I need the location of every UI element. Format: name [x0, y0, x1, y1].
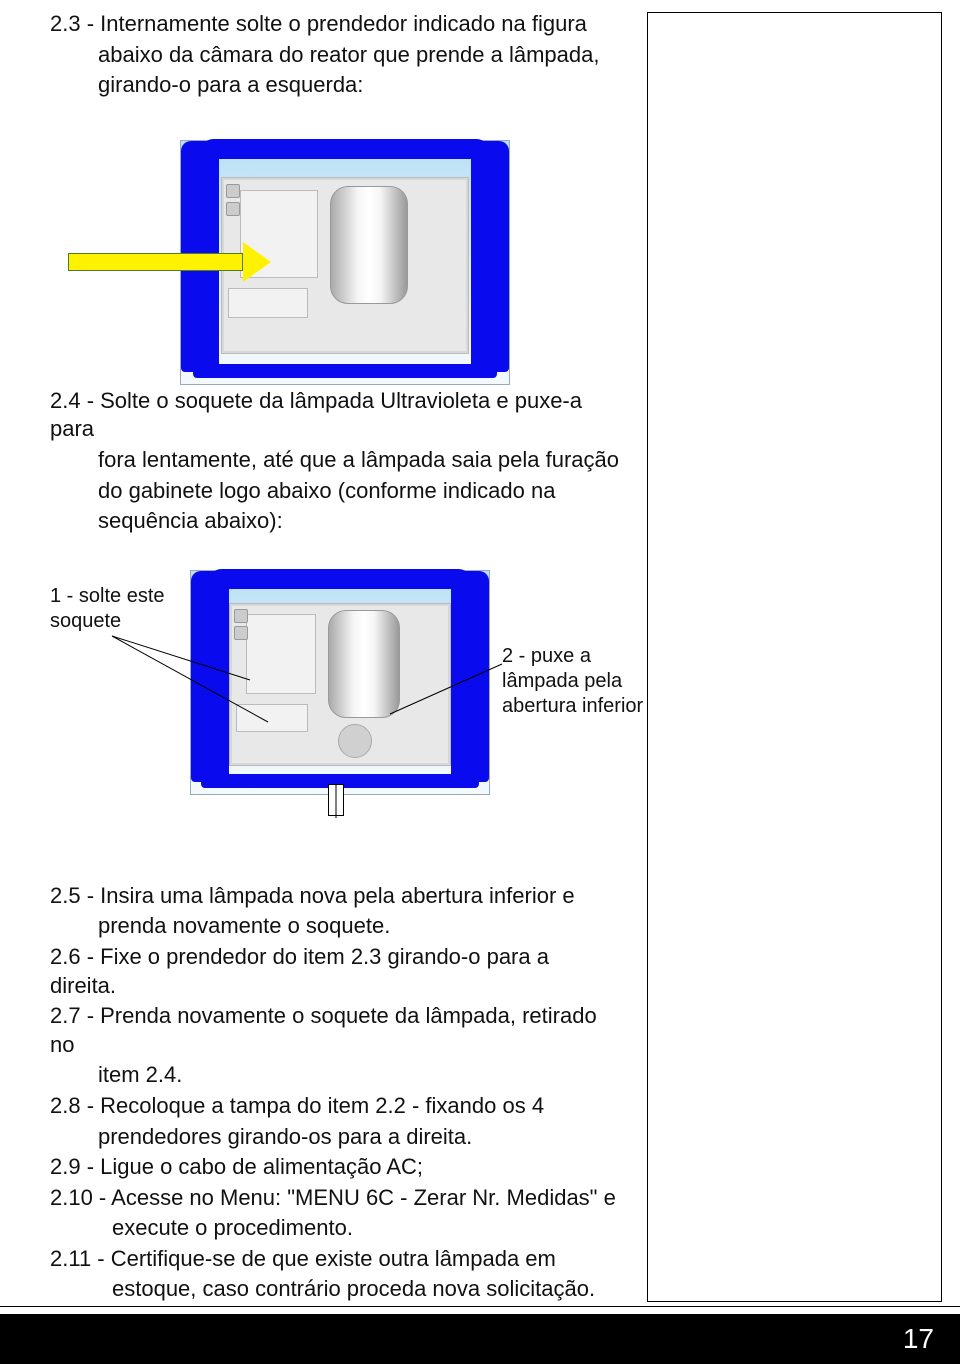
step-2-8-line1: 2.8 - Recoloque a tampa do item 2.2 - fi… — [50, 1092, 620, 1121]
step-2-11-line1: 2.11 - Certifique-se de que existe outra… — [50, 1245, 620, 1274]
step-2-3-line2: abaixo da câmara do reator que prende a … — [50, 41, 620, 70]
side-logo — [481, 271, 503, 301]
callout-right: 2 - puxe a lâmpada pela abertura inferio… — [502, 644, 662, 719]
knob-2 — [226, 202, 240, 216]
side-label-2 — [467, 615, 479, 665]
step-2-5-line1: 2.5 - Insira uma lâmpada nova pela abert… — [50, 882, 620, 911]
callout-right-l1: 2 - puxe a — [502, 645, 591, 667]
page-number: 17 — [903, 1323, 934, 1355]
component-box-1b — [246, 614, 316, 694]
footer-divider — [0, 1306, 960, 1307]
step-2-4-line2: fora lentamente, até que a lâmpada saia … — [50, 446, 620, 475]
frame-right — [471, 141, 509, 372]
figure-2-wrap: 1 - solte este soquete — [50, 562, 620, 882]
step-2-11-line2: estoque, caso contrário proceda nova sol… — [50, 1275, 620, 1304]
step-2-4-line3: do gabinete logo abaixo (conforme indica… — [50, 477, 620, 506]
figure-1-wrap — [50, 102, 620, 387]
inner-panel-2 — [229, 603, 451, 766]
step-2-10-line1: 2.10 - Acesse no Menu: "MENU 6C - Zerar … — [50, 1184, 620, 1213]
knob-2b — [234, 626, 248, 640]
marker-rect — [328, 784, 344, 816]
lamp-cylinder — [330, 186, 408, 304]
component-box-2b — [236, 704, 308, 732]
figure-2-device — [190, 570, 490, 795]
step-2-7-line1: 2.7 - Prenda novamente o soquete da lâmp… — [50, 1002, 620, 1059]
step-2-6: 2.6 - Fixe o prendedor do item 2.3 giran… — [50, 943, 620, 1000]
knob-1b — [234, 609, 248, 623]
page-root: 2.3 - Internamente solte o prendedor ind… — [0, 0, 960, 1364]
arrow-head-icon — [243, 242, 271, 282]
sidebar-empty-frame — [647, 12, 942, 1302]
callout-right-l2: lâmpada pela — [502, 670, 622, 692]
frame-left-2 — [191, 571, 229, 782]
round-knob — [338, 724, 372, 758]
step-2-8-line2: prendedores girando-os para a direita. — [50, 1123, 620, 1152]
step-2-9: 2.9 - Ligue o cabo de alimentação AC; — [50, 1153, 620, 1182]
step-2-5-line2: prenda novamente o soquete. — [50, 912, 620, 941]
lamp-cylinder-2 — [328, 610, 400, 718]
step-2-3-line1: 2.3 - Internamente solte o prendedor ind… — [50, 10, 620, 39]
step-2-4-line1: 2.4 - Solte o soquete da lâmpada Ultravi… — [50, 387, 620, 444]
step-2-4-line4: sequência abaixo): — [50, 507, 620, 536]
step-2-10-line2: execute o procedimento. — [50, 1214, 620, 1243]
base-bar — [193, 364, 497, 378]
frame-right-2 — [451, 571, 489, 782]
step-2-7-line2: item 2.4. — [50, 1061, 620, 1090]
footer-bar: 17 — [0, 1314, 960, 1364]
component-box-2 — [228, 288, 308, 318]
yellow-arrow — [68, 242, 271, 282]
content-column: 2.3 - Internamente solte o prendedor ind… — [50, 10, 620, 1304]
side-logo-2 — [461, 689, 483, 719]
callout-left-l1: 1 - solte este — [50, 585, 165, 607]
handle-bar — [203, 139, 487, 159]
handle-bar-2 — [211, 569, 469, 589]
side-label-1 — [487, 191, 499, 241]
callout-left: 1 - solte este soquete — [50, 584, 170, 634]
arrow-shaft — [68, 253, 243, 271]
callout-left-l2: soquete — [50, 610, 121, 632]
knob-1 — [226, 184, 240, 198]
callout-right-l3: abertura inferior — [502, 695, 643, 717]
step-2-3-line3: girando-o para a esquerda: — [50, 71, 620, 100]
